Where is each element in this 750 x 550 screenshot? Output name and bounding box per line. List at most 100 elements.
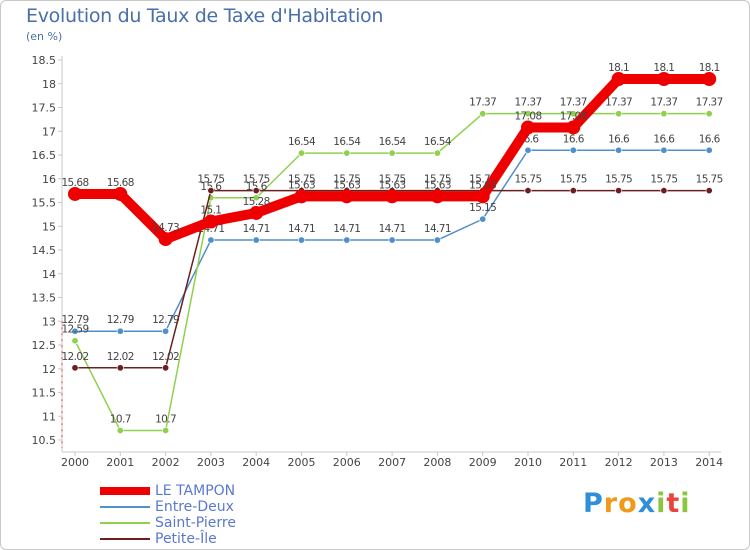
- y-tick-label: 10.5: [32, 434, 57, 447]
- point-entre-deux: [433, 236, 441, 244]
- data-label-saint-pierre: 16.54: [333, 136, 361, 148]
- data-label-saint-pierre: 17.37: [650, 97, 677, 109]
- point-le-tampon: [656, 72, 671, 86]
- point-le-tampon: [203, 214, 218, 229]
- data-label-entre-deux: 15.15: [469, 202, 496, 214]
- point-le-tampon: [521, 120, 535, 135]
- data-label-saint-pierre: 12.59: [61, 324, 88, 336]
- x-tick-label: 2004: [242, 456, 270, 469]
- data-label-le-tampon: 15.68: [61, 177, 88, 189]
- point-saint-pierre: [388, 149, 396, 157]
- data-label-le-tampon: 17.08: [514, 110, 541, 122]
- data-label-petite-le: 15.75: [197, 174, 224, 186]
- data-label-le-tampon: 18.1: [699, 62, 720, 74]
- data-label-saint-pierre: 10.7: [110, 414, 131, 426]
- x-tick-label: 2013: [650, 456, 678, 469]
- legend-label-saint-pierre: Saint-Pierre: [155, 515, 236, 531]
- logo-letter: t: [666, 488, 681, 519]
- point-entre-deux: [297, 236, 305, 244]
- y-tick-label: 12: [42, 363, 56, 376]
- y-tick-label: 15: [42, 220, 56, 233]
- point-entre-deux: [343, 236, 351, 244]
- point-entre-deux: [207, 236, 215, 244]
- point-le-tampon: [158, 232, 173, 247]
- point-saint-pierre: [524, 110, 532, 118]
- data-label-le-tampon: 15.68: [107, 177, 134, 189]
- y-tick-label: 14: [42, 268, 56, 281]
- data-label-saint-pierre: 15.6: [246, 181, 268, 193]
- point-entre-deux: [162, 327, 170, 335]
- data-label-saint-pierre: 17.37: [605, 97, 632, 109]
- data-label-le-tampon: 18.1: [608, 62, 629, 74]
- data-label-saint-pierre: 17.37: [469, 97, 496, 109]
- point-entre-deux: [479, 215, 487, 223]
- logo-letter: o: [618, 488, 638, 519]
- data-label-le-tampon: 15.63: [469, 179, 496, 191]
- legend-swatch-petite-ile: [100, 538, 150, 540]
- point-petite-le: [252, 187, 260, 195]
- data-label-saint-pierre: 15.6: [200, 181, 222, 193]
- point-petite-le: [569, 187, 577, 195]
- point-saint-pierre: [705, 110, 713, 118]
- point-le-tampon: [566, 120, 581, 135]
- x-tick-label: 2001: [106, 456, 134, 469]
- data-label-le-tampon: 17.08: [560, 110, 587, 122]
- data-label-petite-le: 15.75: [424, 174, 451, 186]
- data-label-saint-pierre: 10.7: [155, 414, 176, 426]
- point-petite-le: [116, 364, 124, 372]
- logo-letter: r: [603, 488, 619, 519]
- data-label-petite-le: 15.75: [379, 174, 406, 186]
- point-le-tampon: [430, 189, 445, 204]
- point-entre-deux: [615, 146, 623, 154]
- data-label-saint-pierre: 17.37: [560, 97, 587, 109]
- point-saint-pierre: [479, 110, 487, 118]
- data-label-petite-le: 12.02: [152, 351, 179, 363]
- y-tick-label: 17: [42, 125, 56, 138]
- data-label-petite-le: 15.75: [243, 174, 270, 186]
- x-tick-label: 2002: [152, 456, 180, 469]
- y-tick-label: 16: [42, 173, 56, 186]
- data-label-entre-deux: 14.71: [379, 223, 406, 235]
- point-le-tampon: [702, 72, 717, 86]
- point-le-tampon: [68, 186, 82, 201]
- y-tick-label: 14.5: [32, 244, 57, 257]
- legend-label-le-tampon: LE TAMPON: [155, 483, 236, 499]
- x-tick-label: 2005: [288, 456, 316, 469]
- point-saint-pierre: [252, 194, 260, 202]
- series-line-saint-pierre: [74, 112, 710, 432]
- series-line-petite-le: [74, 189, 710, 369]
- point-saint-pierre: [433, 149, 441, 157]
- point-saint-pierre: [297, 149, 305, 157]
- y-unit-label: (en %): [26, 30, 63, 43]
- data-label-le-tampon: 18.1: [653, 62, 674, 74]
- data-label-entre-deux: 12.79: [61, 314, 88, 326]
- data-label-entre-deux: 12.79: [152, 314, 179, 326]
- proxiti-logo: Proxiti: [583, 488, 691, 519]
- data-label-saint-pierre: 16.54: [288, 136, 316, 148]
- point-petite-le: [524, 187, 532, 195]
- logo-letter: x: [637, 488, 657, 519]
- point-le-tampon: [611, 72, 626, 86]
- x-tick-label: 2012: [605, 456, 633, 469]
- data-label-petite-le: 12.02: [61, 351, 88, 363]
- point-le-tampon: [339, 189, 354, 204]
- point-petite-le: [660, 187, 668, 195]
- y-tick-label: 13: [42, 315, 56, 328]
- data-label-entre-deux: 14.71: [333, 223, 360, 235]
- data-label-petite-le: 15.75: [605, 174, 632, 186]
- point-saint-pierre: [615, 110, 623, 118]
- chart-title: Evolution du Taux de Taxe d'Habitation: [26, 5, 384, 27]
- data-label-entre-deux: 14.71: [424, 223, 451, 235]
- point-saint-pierre: [660, 110, 668, 118]
- x-tick-label: 2014: [695, 456, 723, 469]
- data-label-petite-le: 15.75: [560, 174, 587, 186]
- data-label-entre-deux: 16.6: [653, 133, 675, 145]
- data-label-le-tampon: 15.28: [243, 196, 270, 208]
- point-saint-pierre: [343, 149, 351, 157]
- point-petite-le: [207, 187, 215, 195]
- legend-label-entre-deux: Entre-Deux: [155, 499, 234, 515]
- data-label-saint-pierre: 16.54: [424, 136, 452, 148]
- point-petite-le: [615, 187, 623, 195]
- logo-letter: i: [656, 488, 667, 519]
